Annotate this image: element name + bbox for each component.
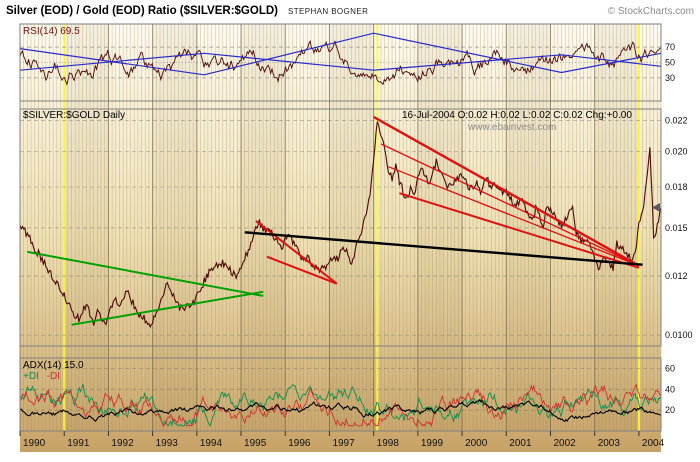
symbol-timeframe-label: $SILVER:$GOLD Daily bbox=[23, 110, 126, 121]
red-trendline bbox=[266, 255, 338, 285]
last-price-marker bbox=[652, 202, 660, 212]
year-label: 1998 bbox=[377, 438, 400, 449]
panel-border bbox=[19, 108, 662, 347]
page-title: Silver (EOD) / Gold (EOD) Ratio ($SILVER… bbox=[6, 5, 278, 17]
di-legend: +DI -DI bbox=[23, 372, 60, 382]
year-label: 1994 bbox=[200, 438, 223, 449]
panel-border bbox=[19, 357, 662, 432]
price-tick-label: 0.0100 bbox=[665, 330, 693, 340]
year-label: 1991 bbox=[67, 438, 90, 449]
black-trendline bbox=[244, 231, 643, 266]
year-label: 1993 bbox=[156, 438, 179, 449]
year-shade-band bbox=[152, 24, 197, 431]
adx-line bbox=[19, 398, 662, 423]
year-label: 1999 bbox=[421, 438, 444, 449]
year-label: 1995 bbox=[244, 438, 267, 449]
adx-tick-label: 40 bbox=[665, 384, 675, 394]
year-label: 1996 bbox=[288, 438, 311, 449]
adx-tick-label: 60 bbox=[665, 363, 675, 373]
year-label: 2004 bbox=[642, 438, 665, 449]
minus-di-legend: -DI bbox=[46, 371, 60, 382]
year-label: 1990 bbox=[23, 438, 46, 449]
minus-di-line bbox=[19, 382, 661, 428]
green-trendline bbox=[27, 250, 264, 297]
blue-trendline bbox=[19, 32, 662, 76]
year-label: 1997 bbox=[332, 438, 355, 449]
rsi-tick-label: 50 bbox=[665, 58, 675, 68]
year-shade-band bbox=[594, 24, 639, 431]
year-label: 2000 bbox=[465, 438, 488, 449]
plus-di-legend: +DI bbox=[23, 371, 39, 382]
year-shade-band bbox=[329, 24, 374, 431]
chart-background bbox=[20, 24, 661, 452]
red-trendline bbox=[255, 220, 338, 285]
green-trendline bbox=[71, 290, 264, 326]
year-label: 2002 bbox=[553, 438, 576, 449]
rsi-tick-label: 30 bbox=[665, 73, 675, 83]
red-trendline bbox=[380, 143, 640, 267]
watermark-url: www.ebainvest.com bbox=[468, 122, 557, 133]
year-label: 2003 bbox=[598, 438, 621, 449]
rsi-line bbox=[19, 39, 662, 86]
price-tick-label: 0.018 bbox=[665, 182, 688, 192]
rsi-indicator-label: RSI(14) 69.5 bbox=[23, 26, 80, 37]
price-tick-label: 0.020 bbox=[665, 147, 688, 157]
year-label: 2001 bbox=[509, 438, 532, 449]
blue-trendline bbox=[19, 52, 662, 71]
red-trendline bbox=[373, 115, 640, 267]
stockcharts-copyright: © StockCharts.com bbox=[607, 5, 694, 17]
year-label: 1992 bbox=[111, 438, 134, 449]
year-shade-band bbox=[64, 24, 109, 431]
panel-border bbox=[19, 23, 662, 102]
year-shade-band bbox=[417, 24, 463, 431]
plus-di-line bbox=[19, 383, 662, 428]
adx-indicator-label: ADX(14) 15.0 bbox=[23, 360, 84, 371]
adx-tick-label: 20 bbox=[665, 405, 675, 415]
chart-header: Silver (EOD) / Gold (EOD) Ratio ($SILVER… bbox=[0, 0, 700, 22]
price-tick-label: 0.022 bbox=[665, 116, 688, 126]
price-line bbox=[19, 121, 662, 329]
price-tick-label: 0.012 bbox=[665, 271, 688, 281]
red-trendline bbox=[399, 192, 640, 269]
author-credit: STEPHAN BOGNER bbox=[287, 6, 369, 16]
ohlc-readout: 16-Jul-2004 O:0.02 H:0.02 L:0.02 C:0.02 … bbox=[402, 110, 632, 121]
red-trendline bbox=[388, 166, 640, 267]
price-tick-label: 0.015 bbox=[665, 223, 688, 233]
rsi-tick-label: 70 bbox=[665, 42, 675, 52]
